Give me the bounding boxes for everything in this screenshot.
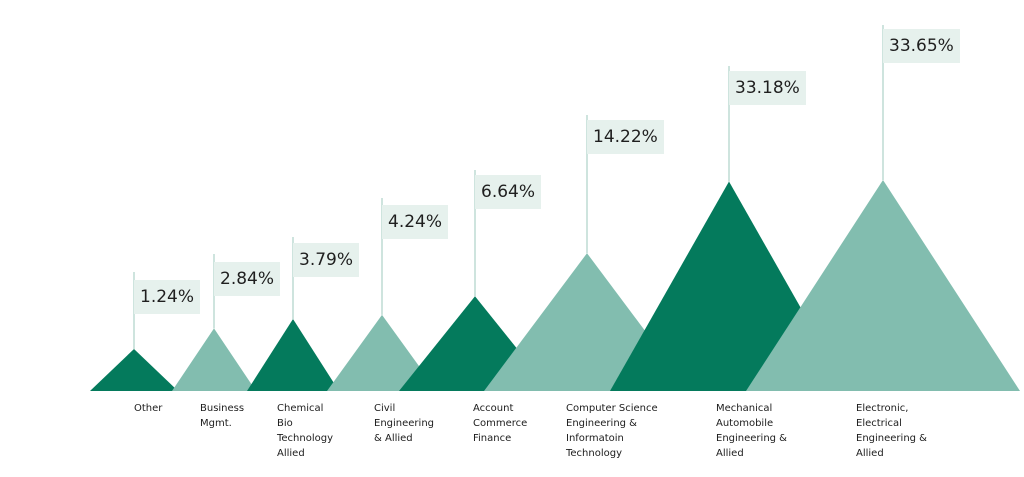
category-label-7: Electronic, Electrical Engineering & All… bbox=[856, 403, 927, 459]
value-label-6: 33.18% bbox=[729, 71, 806, 105]
value-label-0: 1.24% bbox=[134, 280, 201, 314]
category-label-1: Business Mgmt. bbox=[200, 403, 245, 429]
value-label-5: 14.22% bbox=[587, 120, 664, 154]
category-label-2: Chemical Bio Technology Allied bbox=[277, 403, 334, 459]
triangle-3 bbox=[327, 314, 437, 391]
category-label-4: Account Commerce Finance bbox=[473, 403, 528, 444]
triangle-2 bbox=[247, 318, 339, 391]
category-label-6: Mechanical Automobile Engineering & Alli… bbox=[716, 403, 787, 459]
category-label-0: Other bbox=[134, 403, 163, 414]
triangle-marks bbox=[90, 180, 1020, 391]
triangle-1 bbox=[172, 328, 256, 391]
category-label-3: Civil Engineering & Allied bbox=[374, 403, 434, 444]
value-label-1: 2.84% bbox=[214, 262, 281, 296]
value-label-4: 6.64% bbox=[475, 175, 542, 209]
value-label-3: 4.24% bbox=[382, 205, 449, 239]
value-label-2: 3.79% bbox=[293, 243, 360, 277]
triangle-0 bbox=[90, 349, 178, 391]
value-label-7: 33.65% bbox=[883, 29, 960, 63]
category-label-5: Computer Science Engineering & Informato… bbox=[566, 403, 658, 459]
triangle-7 bbox=[746, 180, 1020, 391]
